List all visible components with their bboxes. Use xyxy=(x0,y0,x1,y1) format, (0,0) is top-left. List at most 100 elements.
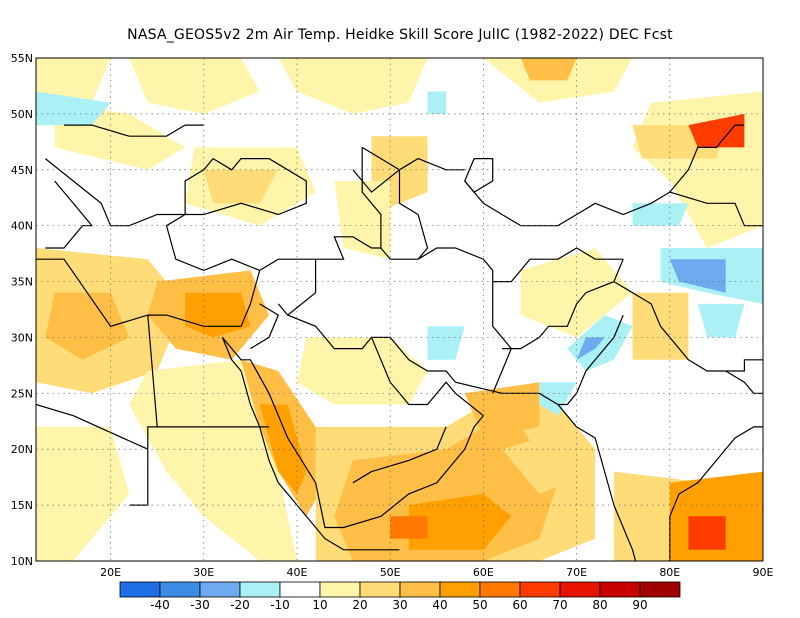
colorbar-label: 40 xyxy=(432,598,447,612)
colorbar-bin xyxy=(439,581,481,598)
lat-tick-label: 10N xyxy=(11,555,33,568)
field-blob xyxy=(129,58,260,114)
border-turkey-syria-iran xyxy=(259,236,381,271)
colorbar-label: 90 xyxy=(632,598,647,612)
colorbar-bin xyxy=(559,581,601,598)
border-afghanistan-pakistan xyxy=(502,258,624,350)
lon-tick-label: 90E xyxy=(753,566,774,579)
lat-tick-label: 15N xyxy=(11,499,33,512)
plot-title: NASA_GEOS5v2 2m Air Temp. Heidke Skill S… xyxy=(127,27,673,43)
border-central-asia xyxy=(464,124,745,227)
colorbar-label: -20 xyxy=(230,598,250,612)
field-blob xyxy=(520,248,633,338)
field-blob-negative xyxy=(427,91,447,114)
field-blob xyxy=(688,113,745,148)
lat-tick-label: 40N xyxy=(11,220,33,233)
field-blob xyxy=(464,382,540,438)
border-jordan xyxy=(250,303,280,350)
coastlines-borders xyxy=(36,124,763,561)
lat-tick-label: 20N xyxy=(11,443,33,456)
colorbar-label: 30 xyxy=(392,598,407,612)
colorbar-label: 50 xyxy=(472,598,487,612)
field-blob-negative xyxy=(669,259,726,293)
colorbar-bin xyxy=(399,581,441,598)
colorbar-label: 70 xyxy=(552,598,567,612)
map-area xyxy=(36,58,763,561)
lat-lon-gridlines xyxy=(36,58,763,561)
field-blob xyxy=(688,516,726,550)
field-blob xyxy=(203,169,279,204)
lon-tick-label: 80E xyxy=(659,566,680,579)
colorbar-bin xyxy=(479,581,521,598)
longitude-labels: 20E 30E 40E 50E 60E 70E 80E 90E xyxy=(100,566,773,579)
lat-tick-label: 30N xyxy=(11,331,33,344)
border-eastern-europe xyxy=(64,124,204,137)
colorbar-bin xyxy=(639,581,681,598)
lon-tick-label: 60E xyxy=(473,566,494,579)
field-blob-negative xyxy=(697,303,745,338)
coast-italy xyxy=(45,180,94,249)
border-iran-turkmenistan xyxy=(417,247,624,283)
field-blob-negative xyxy=(539,382,577,416)
colorbar-label: -30 xyxy=(190,598,210,612)
field-blob xyxy=(334,181,391,260)
colorbar-bin xyxy=(319,581,361,598)
field-blob-negative xyxy=(632,203,689,226)
field-blob xyxy=(278,58,428,114)
field-blob xyxy=(45,292,130,360)
colorbar-label: 20 xyxy=(352,598,367,612)
colorbar-bin xyxy=(119,581,161,598)
colorbar-labels: -40 -30 -20 -10 10 20 30 40 50 60 70 80 90 xyxy=(150,598,647,612)
coast-mediterranean xyxy=(36,158,261,328)
colorbar-label: 10 xyxy=(312,598,327,612)
colorbar-label: 60 xyxy=(512,598,527,612)
colorbar-bin xyxy=(159,581,201,598)
colorbar-label: -40 xyxy=(150,598,170,612)
colorbar-bin xyxy=(279,581,321,598)
colorbar-bin xyxy=(599,581,641,598)
lat-tick-label: 25N xyxy=(11,387,33,400)
field-blob xyxy=(390,516,428,539)
lat-tick-label: 35N xyxy=(11,276,33,289)
coast-red-sea-west xyxy=(221,337,400,551)
border-bangladesh xyxy=(725,370,763,394)
colorbar-bin xyxy=(239,581,281,598)
field-blob xyxy=(502,426,596,494)
colorbar-bin xyxy=(199,581,241,598)
coast-black-sea xyxy=(184,157,307,216)
lon-tick-label: 50E xyxy=(380,566,401,579)
border-china-mongolia xyxy=(669,191,763,227)
lon-tick-label: 20E xyxy=(100,566,121,579)
field-blob-negative xyxy=(576,337,605,360)
lat-tick-label: 50N xyxy=(11,108,33,121)
field-blob xyxy=(408,493,512,550)
coast-aral xyxy=(464,158,494,193)
map-frame xyxy=(35,57,764,562)
border-egypt-libya xyxy=(147,315,158,450)
field-blob-negative xyxy=(427,326,465,360)
coast-india-east xyxy=(669,426,763,561)
border-india-china-nepal xyxy=(613,281,763,372)
border-yemen-saudi xyxy=(352,426,447,484)
latitude-labels: 55N 50N 45N 40N 35N 30N 25N 20N 15N 10N xyxy=(11,52,33,568)
skill-score-field xyxy=(36,58,763,561)
colorbar xyxy=(119,581,681,598)
colorbar-label: -10 xyxy=(270,598,290,612)
lat-tick-label: 45N xyxy=(11,164,33,177)
border-syria-iraq xyxy=(287,259,317,316)
field-blob xyxy=(36,426,130,561)
lon-tick-label: 30E xyxy=(193,566,214,579)
field-blob-negative xyxy=(36,91,111,126)
lon-tick-label: 40E xyxy=(286,566,307,579)
colorbar-label: 80 xyxy=(592,598,607,612)
border-iraq-saudi xyxy=(277,303,372,350)
coast-caspian xyxy=(361,146,429,260)
lat-tick-label: 55N xyxy=(11,52,33,65)
field-blob-negative xyxy=(567,315,633,371)
field-blob xyxy=(259,404,307,494)
field-blob xyxy=(520,58,577,81)
lon-tick-label: 70E xyxy=(566,566,587,579)
colorbar-bin xyxy=(359,581,401,598)
colorbar-bin xyxy=(519,581,561,598)
